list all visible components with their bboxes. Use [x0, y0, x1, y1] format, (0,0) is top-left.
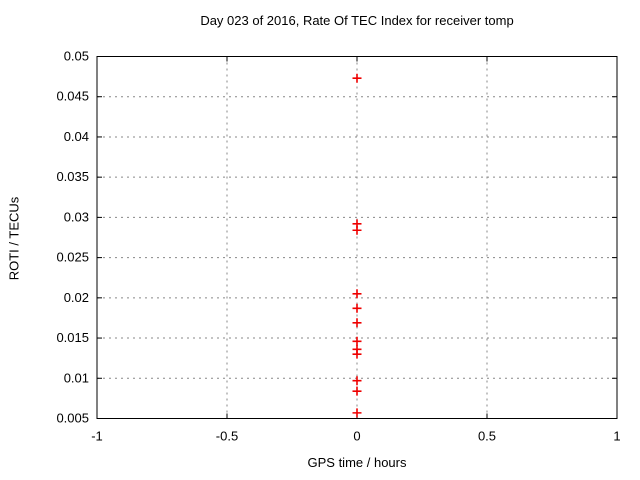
chart-title: Day 023 of 2016, Rate Of TEC Index for r…: [200, 13, 514, 28]
x-tick-label: 1: [613, 429, 620, 444]
data-point-marker: [352, 349, 362, 359]
data-point-marker: [352, 73, 362, 83]
x-axis-label: GPS time / hours: [307, 455, 407, 470]
y-axis-label-container: ROTI / TECUs: [0, 57, 28, 419]
y-tick-label: 0.005: [56, 411, 89, 426]
data-point-marker: [352, 336, 362, 346]
y-tick-label: 0.02: [64, 290, 89, 305]
x-tick-label: 0: [353, 429, 360, 444]
data-point-marker: [352, 318, 362, 328]
data-point-marker: [352, 289, 362, 299]
y-axis-label: ROTI / TECUs: [6, 196, 22, 280]
data-point-marker: [352, 303, 362, 313]
data-point-marker: [352, 225, 362, 235]
y-tick-label: 0.03: [64, 209, 89, 224]
y-tick-label: 0.015: [56, 330, 89, 345]
y-tick-label: 0.04: [64, 129, 89, 144]
y-tick-label: 0.035: [56, 169, 89, 184]
y-tick-label: 0.045: [56, 89, 89, 104]
x-tick-label: 0.5: [478, 429, 496, 444]
x-tick-label: -1: [91, 429, 103, 444]
y-tick-label: 0.01: [64, 370, 89, 385]
y-tick-label: 0.025: [56, 250, 89, 265]
data-point-marker: [352, 376, 362, 386]
y-tick-label: 0.05: [64, 49, 89, 64]
x-tick-label: -0.5: [216, 429, 238, 444]
data-point-marker: [352, 386, 362, 396]
data-point-marker: [352, 408, 362, 418]
